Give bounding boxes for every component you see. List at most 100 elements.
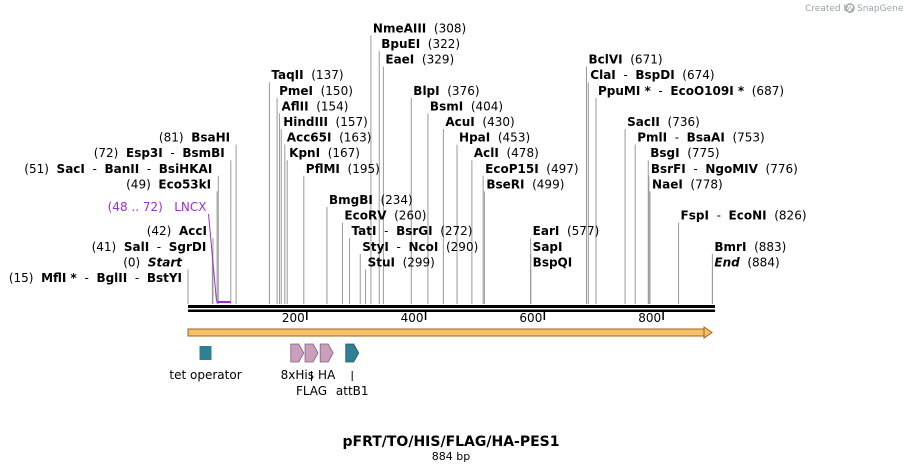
site-label-hpai[interactable]: HpaI (453) xyxy=(459,131,530,145)
site-label-bcivi[interactable]: BclVI (671) xyxy=(589,53,663,67)
enzyme-name[interactable]: AccI xyxy=(179,224,207,238)
site-label-saci[interactable]: (51) SacI - BanII - BsiHKAI xyxy=(24,162,212,176)
flag-label[interactable]: FLAG xyxy=(296,384,327,398)
enzyme-name[interactable]: PmeI xyxy=(279,84,313,98)
enzyme-name[interactable]: SacII xyxy=(627,115,660,129)
site-label-ppumi[interactable]: PpuMI * - EcoO109I * (687) xyxy=(598,84,784,98)
site-label-esp3i[interactable]: (72) Esp3I - BsmBI xyxy=(94,146,225,160)
site-label-sapi[interactable]: SapI xyxy=(533,240,563,254)
enzyme-name[interactable]: PmlI xyxy=(637,131,667,145)
site-label-nmeaiii[interactable]: NmeAIII (308) xyxy=(373,21,466,35)
enzyme-name[interactable]: Acc65I xyxy=(287,131,332,145)
his-label[interactable]: 8xHis xyxy=(281,368,314,382)
enzyme-name[interactable]: Esp3I xyxy=(126,146,163,160)
enzyme-name[interactable]: StyI xyxy=(362,240,389,254)
enzyme-name[interactable]: ClaI xyxy=(590,68,615,82)
enzyme-name[interactable]: BsrFI xyxy=(651,162,686,176)
site-label-bseri[interactable]: BseRI (499) xyxy=(486,177,564,191)
site-label-bsahi[interactable]: (81) BsaHI xyxy=(159,131,230,145)
enzyme-name[interactable]: BsmBI xyxy=(182,146,224,160)
enzyme-name[interactable]: BpuEI xyxy=(381,37,420,51)
his-shape[interactable] xyxy=(290,343,305,363)
site-label-stui[interactable]: StuI (299) xyxy=(368,255,435,269)
enzyme-name[interactable]: HindIII xyxy=(283,115,328,129)
ha-label[interactable]: HA xyxy=(318,368,336,382)
enzyme-name[interactable]: TaqII xyxy=(271,68,303,82)
enzyme-name[interactable]: AcuI xyxy=(445,115,474,129)
site-label-tati[interactable]: TatI - BsrGI (272) xyxy=(352,224,473,238)
site-label-sacii[interactable]: SacII (736) xyxy=(627,115,700,129)
tet_operator-label[interactable]: tet operator xyxy=(169,368,241,382)
site-label-aflii[interactable]: AflII (154) xyxy=(281,99,348,113)
enzyme-name[interactable]: PpuMI * xyxy=(598,84,652,98)
enzyme-name[interactable]: BsmI xyxy=(430,99,463,113)
site-label-pmli[interactable]: PmlI - BsaAI (753) xyxy=(637,131,765,145)
enzyme-name[interactable]: KpnI xyxy=(289,146,320,160)
attb1-shape[interactable] xyxy=(345,343,360,363)
enzyme-name[interactable]: NmeAIII xyxy=(373,21,426,35)
enzyme-name[interactable]: BspQI xyxy=(533,255,573,269)
site-label-mfli[interactable]: (15) MflI * - BglII - BstYI xyxy=(9,271,182,285)
site-label-pmei[interactable]: PmeI (150) xyxy=(279,84,353,98)
site-label-taqii[interactable]: TaqII (137) xyxy=(271,68,343,82)
site-label-styi[interactable]: StyI - NcoI (290) xyxy=(362,240,478,254)
site-label-hindiii[interactable]: HindIII (157) xyxy=(283,115,368,129)
ha-shape[interactable] xyxy=(319,343,334,363)
tet_operator-shape[interactable] xyxy=(199,346,212,360)
enzyme-name[interactable]: EcoO109I * xyxy=(670,84,744,98)
site-label-acc65i[interactable]: Acc65I (163) xyxy=(287,131,372,145)
site-label-pflmi[interactable]: PflMI (195) xyxy=(306,162,380,176)
site-label-clai[interactable]: ClaI - BspDI (674) xyxy=(590,68,714,82)
site-label-bspqi[interactable]: BspQI xyxy=(533,255,573,269)
misc-feature-lncx[interactable]: (48 .. 72) LNCX xyxy=(108,200,231,303)
enzyme-name[interactable]: EcoP15I xyxy=(485,162,539,176)
enzyme-name[interactable]: EaeI xyxy=(385,53,414,67)
enzyme-name[interactable]: StuI xyxy=(368,255,395,269)
enzyme-name[interactable]: Eco53kI xyxy=(158,177,211,191)
enzyme-name[interactable]: NcoI xyxy=(408,240,438,254)
enzyme-name[interactable]: BsrGI xyxy=(396,224,433,238)
attb1-label[interactable]: attB1 xyxy=(336,384,369,398)
enzyme-name[interactable]: BmgBI xyxy=(329,193,373,207)
site-label-bmri2[interactable]: BmrI (883) xyxy=(714,240,786,254)
site-label-bsgi[interactable]: BsgI (775) xyxy=(650,146,719,160)
enzyme-name[interactable]: BglII xyxy=(96,271,127,285)
site-label-start[interactable]: (0) Start xyxy=(123,255,183,269)
enzyme-name[interactable]: BstYI xyxy=(147,271,182,285)
enzyme-name[interactable]: BanII xyxy=(104,162,139,176)
site-label-bsrfi[interactable]: BsrFI - NgoMIV (776) xyxy=(651,162,798,176)
site-label-blpi[interactable]: BlpI (376) xyxy=(413,84,479,98)
site-label-bpuei[interactable]: BpuEI (322) xyxy=(381,37,460,51)
enzyme-name[interactable]: BspDI xyxy=(635,68,674,82)
site-label-kpni[interactable]: KpnI (167) xyxy=(289,146,360,160)
misc-feature-label[interactable]: (48 .. 72) LNCX xyxy=(108,200,207,214)
enzyme-name[interactable]: End xyxy=(714,255,740,269)
enzyme-name[interactable]: EarI xyxy=(533,224,560,238)
enzyme-name[interactable]: BsiHKAI xyxy=(159,162,213,176)
site-label-ecorv[interactable]: EcoRV (260) xyxy=(344,209,426,223)
enzyme-name[interactable]: NaeI xyxy=(652,177,683,191)
enzyme-name[interactable]: BlpI xyxy=(413,84,439,98)
site-label-acli[interactable]: AclI (478) xyxy=(474,146,539,160)
enzyme-name[interactable]: TatI xyxy=(352,224,377,238)
enzyme-name[interactable]: BsgI xyxy=(650,146,679,160)
enzyme-name[interactable]: MflI * xyxy=(41,271,77,285)
orf-arrow[interactable] xyxy=(187,326,713,339)
site-label-bmgbi[interactable]: BmgBI (234) xyxy=(329,193,413,207)
enzyme-name[interactable]: PflMI xyxy=(306,162,340,176)
site-label-ecop15i[interactable]: EcoP15I (497) xyxy=(485,162,578,176)
enzyme-name[interactable]: SgrDI xyxy=(169,240,207,254)
site-label-eco53ki[interactable]: (49) Eco53kI xyxy=(126,177,211,191)
site-label-eaei[interactable]: EaeI (329) xyxy=(385,53,454,67)
enzyme-name[interactable]: SalI xyxy=(124,240,149,254)
site-label-eari[interactable]: EarI (577) xyxy=(533,224,600,238)
site-label-acui[interactable]: AcuI (430) xyxy=(445,115,514,129)
enzyme-name[interactable]: EcoRV xyxy=(344,209,387,223)
site-label-acci[interactable]: (42) AccI xyxy=(147,224,207,238)
enzyme-name[interactable]: AclI xyxy=(474,146,499,160)
enzyme-name[interactable]: SacI xyxy=(57,162,85,176)
enzyme-name[interactable]: HpaI xyxy=(459,131,490,145)
flag-shape[interactable] xyxy=(304,343,319,363)
enzyme-name[interactable]: BclVI xyxy=(589,53,623,67)
site-label-bsmi[interactable]: BsmI (404) xyxy=(430,99,503,113)
